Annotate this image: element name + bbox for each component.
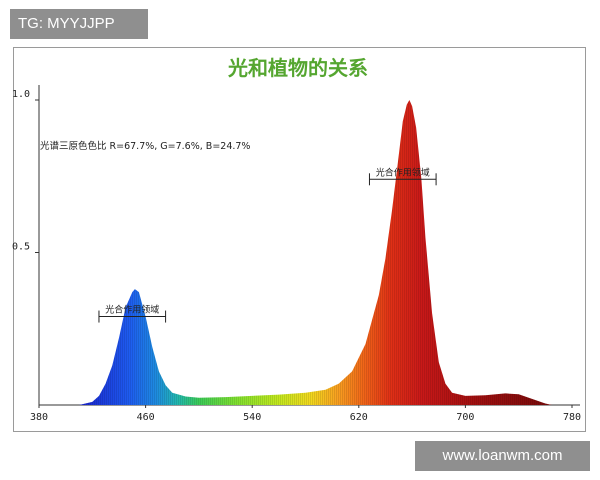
chart-frame — [13, 47, 586, 432]
x-tick-label-700: 700 — [456, 412, 474, 423]
x-tick-label-380: 380 — [30, 412, 48, 423]
tick-layer: 380 460 540 620 700 780 0.5 1.0 — [12, 89, 581, 423]
rgb-ratio-annotation: 光谱三原色色比 R=67.7%, G=7.6%, B=24.7% — [40, 140, 250, 152]
bracket-label: 光合作用领域 — [376, 166, 430, 178]
x-tick-label-460: 460 — [137, 412, 155, 423]
y-tick-label-0.5: 0.5 — [12, 242, 30, 253]
x-tick-label-540: 540 — [243, 412, 261, 423]
watermark: www.loanwm.com — [415, 441, 590, 471]
chart-title: 光和植物的关系 — [227, 56, 368, 80]
spectrum-area-layer — [78, 100, 553, 405]
y-tick-label-1.0: 1.0 — [12, 89, 30, 100]
x-tick-label-620: 620 — [350, 412, 368, 423]
photosynthesis-bracket-1: 光合作用领域 — [98, 304, 167, 323]
annotation-layer: 光谱三原色色比 R=67.7%, G=7.6%, B=24.7% 光合作用领域光… — [40, 140, 437, 323]
bracket-label: 光合作用领域 — [105, 304, 159, 316]
tg-badge: TG: MYYJJPP — [10, 9, 148, 39]
photosynthesis-bracket-2: 光合作用领域 — [368, 166, 437, 186]
spectrum-texture-0 — [78, 100, 553, 405]
x-tick-label-780: 780 — [563, 412, 581, 423]
